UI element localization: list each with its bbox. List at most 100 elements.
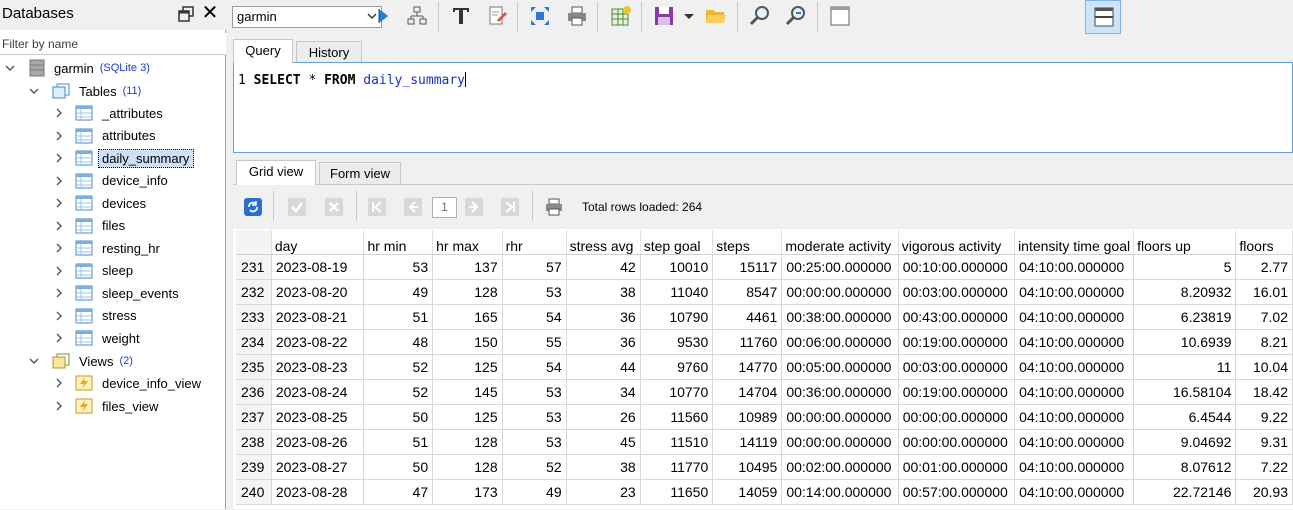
table-cell[interactable]: 20.93 xyxy=(1235,479,1293,505)
table-cell[interactable]: 9530 xyxy=(640,329,714,355)
column-header[interactable]: hr min xyxy=(363,230,434,255)
table-cell[interactable]: 15117 xyxy=(712,254,783,280)
table-cell[interactable]: 2023-08-21 xyxy=(271,304,365,330)
table-cell[interactable]: 49 xyxy=(363,279,434,305)
save-icon[interactable] xyxy=(652,4,676,28)
table-cell[interactable]: 04:10:00.000000 xyxy=(1014,379,1135,405)
chevron-down-icon[interactable] xyxy=(28,355,40,367)
table-cell[interactable]: 5 xyxy=(1133,254,1237,280)
table-cell[interactable]: 26 xyxy=(566,404,641,430)
table-row[interactable]: 232 2023-08-20 49 128 53 38 11040 8547 00:00:00.… xyxy=(236,279,1293,305)
tree-table-attributes[interactable]: attributes xyxy=(53,125,155,147)
chevron-right-icon[interactable] xyxy=(53,175,65,187)
replace-icon[interactable] xyxy=(784,4,808,28)
table-cell[interactable]: 50 xyxy=(363,404,434,430)
table-cell[interactable]: 14704 xyxy=(712,379,783,405)
table-cell[interactable]: 2023-08-26 xyxy=(271,429,365,455)
table-cell[interactable]: 10770 xyxy=(640,379,714,405)
tree-table-files[interactable]: files xyxy=(53,215,125,237)
table-cell[interactable]: 00:00:00.000000 xyxy=(781,404,899,430)
row-number[interactable]: 231 xyxy=(236,254,272,280)
table-cell[interactable]: 55 xyxy=(502,329,567,355)
tree-table-stress[interactable]: stress xyxy=(53,305,137,327)
table-cell[interactable]: 9.04692 xyxy=(1133,429,1237,455)
table-cell[interactable]: 11 xyxy=(1133,354,1237,380)
clear-icon[interactable] xyxy=(485,4,509,28)
table-cell[interactable]: 00:00:00.000000 xyxy=(781,429,899,455)
column-header[interactable]: step goal xyxy=(640,230,714,255)
table-cell[interactable]: 10790 xyxy=(640,304,714,330)
row-number[interactable]: 236 xyxy=(236,379,272,405)
column-header[interactable]: moderate activity xyxy=(781,230,899,255)
table-cell[interactable]: 53 xyxy=(502,379,567,405)
table-cell[interactable]: 2023-08-23 xyxy=(271,354,365,380)
table-cell[interactable]: 52 xyxy=(502,454,567,480)
table-cell[interactable]: 8.20932 xyxy=(1133,279,1237,305)
column-header[interactable]: stress avg xyxy=(566,230,641,255)
table-cell[interactable]: 150 xyxy=(432,329,503,355)
table-cell[interactable]: 52 xyxy=(363,379,434,405)
table-cell[interactable]: 11510 xyxy=(640,429,714,455)
table-cell[interactable]: 2023-08-25 xyxy=(271,404,365,430)
table-row[interactable]: 237 2023-08-25 50 125 53 26 11560 10989 00:00:00… xyxy=(236,404,1293,430)
export-icon[interactable] xyxy=(609,4,633,28)
table-cell[interactable]: 04:10:00.000000 xyxy=(1014,404,1135,430)
column-header[interactable]: hr max xyxy=(432,230,503,255)
table-row[interactable]: 234 2023-08-22 48 150 55 36 9530 11760 00:06:00.… xyxy=(236,329,1293,355)
table-cell[interactable]: 42 xyxy=(566,254,641,280)
table-cell[interactable]: 53 xyxy=(502,279,567,305)
row-number[interactable]: 240 xyxy=(236,479,272,505)
table-cell[interactable]: 44 xyxy=(566,354,641,380)
table-cell[interactable]: 36 xyxy=(566,304,641,330)
table-cell[interactable]: 8.07612 xyxy=(1133,454,1237,480)
table-cell[interactable]: 34 xyxy=(566,379,641,405)
table-row[interactable]: 238 2023-08-26 51 128 53 45 11510 14119 00:00:00… xyxy=(236,429,1293,455)
column-header[interactable]: floors xyxy=(1235,230,1293,255)
table-cell[interactable]: 10.04 xyxy=(1235,354,1293,380)
table-cell[interactable]: 00:00:00.000000 xyxy=(898,404,1016,430)
table-cell[interactable]: 00:10:00.000000 xyxy=(898,254,1016,280)
table-cell[interactable]: 6.23819 xyxy=(1133,304,1237,330)
table-cell[interactable]: 45 xyxy=(566,429,641,455)
layout-vertical-icon[interactable] xyxy=(828,4,852,28)
table-cell[interactable]: 51 xyxy=(363,304,434,330)
table-cell[interactable]: 04:10:00.000000 xyxy=(1014,329,1135,355)
table-cell[interactable]: 00:19:00.000000 xyxy=(898,329,1016,355)
commit-icon[interactable] xyxy=(287,197,307,217)
table-cell[interactable]: 10.6939 xyxy=(1133,329,1237,355)
table-row[interactable]: 233 2023-08-21 51 165 54 36 10790 4461 00:38:00.… xyxy=(236,304,1293,330)
chevron-down-icon[interactable] xyxy=(682,4,696,28)
table-cell[interactable]: 9.22 xyxy=(1235,404,1293,430)
table-cell[interactable]: 04:10:00.000000 xyxy=(1014,279,1135,305)
last-page-icon[interactable] xyxy=(500,197,520,217)
chevron-right-icon[interactable] xyxy=(53,400,65,412)
table-row[interactable]: 239 2023-08-27 50 128 52 38 11770 10495 00:02:00… xyxy=(236,454,1293,480)
row-number[interactable]: 238 xyxy=(236,429,272,455)
table-cell[interactable]: 128 xyxy=(432,454,503,480)
table-cell[interactable]: 11650 xyxy=(640,479,714,505)
table-cell[interactable]: 10010 xyxy=(640,254,714,280)
table-cell[interactable]: 00:38:00.000000 xyxy=(781,304,899,330)
tab-query[interactable]: Query xyxy=(233,39,293,63)
tree-tables-group[interactable]: Tables (11) xyxy=(28,80,141,102)
table-cell[interactable]: 04:10:00.000000 xyxy=(1014,479,1135,505)
table-cell[interactable]: 00:43:00.000000 xyxy=(898,304,1016,330)
table-cell[interactable]: 125 xyxy=(432,354,503,380)
chevron-right-icon[interactable] xyxy=(53,377,65,389)
table-cell[interactable]: 165 xyxy=(432,304,503,330)
table-row[interactable]: 240 2023-08-28 47 173 49 23 11650 14059 00:14:00… xyxy=(236,479,1293,505)
table-cell[interactable]: 00:03:00.000000 xyxy=(898,279,1016,305)
column-header[interactable]: floors up xyxy=(1133,230,1237,255)
layout-horizontal-button[interactable] xyxy=(1085,0,1121,34)
table-cell[interactable]: 8547 xyxy=(712,279,783,305)
tree-view-files-view[interactable]: files_view xyxy=(53,395,158,417)
row-number[interactable]: 235 xyxy=(236,354,272,380)
table-cell[interactable]: 2023-08-24 xyxy=(271,379,365,405)
tree-table--attributes[interactable]: _attributes xyxy=(53,102,163,124)
table-cell[interactable]: 9760 xyxy=(640,354,714,380)
chevron-right-icon[interactable] xyxy=(53,220,65,232)
table-cell[interactable]: 14059 xyxy=(712,479,783,505)
page-number-input[interactable]: 1 xyxy=(432,197,457,218)
table-cell[interactable]: 6.4544 xyxy=(1133,404,1237,430)
table-cell[interactable]: 47 xyxy=(363,479,434,505)
